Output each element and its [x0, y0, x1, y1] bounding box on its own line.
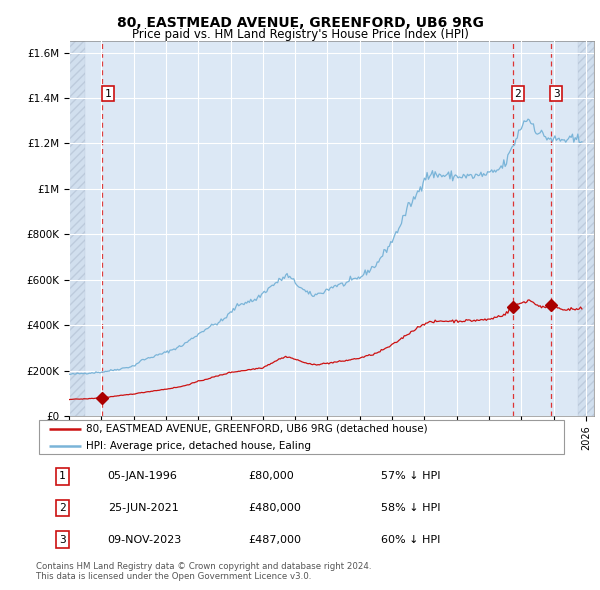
Text: 2: 2 [59, 503, 66, 513]
Text: 57% ↓ HPI: 57% ↓ HPI [381, 471, 440, 481]
Text: £80,000: £80,000 [248, 471, 294, 481]
Text: Price paid vs. HM Land Registry's House Price Index (HPI): Price paid vs. HM Land Registry's House … [131, 28, 469, 41]
Text: 80, EASTMEAD AVENUE, GREENFORD, UB6 9RG: 80, EASTMEAD AVENUE, GREENFORD, UB6 9RG [116, 16, 484, 30]
Text: £480,000: £480,000 [248, 503, 301, 513]
Text: 1: 1 [59, 471, 66, 481]
Text: 1: 1 [105, 88, 112, 99]
Text: 80, EASTMEAD AVENUE, GREENFORD, UB6 9RG (detached house): 80, EASTMEAD AVENUE, GREENFORD, UB6 9RG … [86, 424, 428, 434]
Text: £487,000: £487,000 [248, 535, 301, 545]
Text: 05-JAN-1996: 05-JAN-1996 [107, 471, 178, 481]
Text: HPI: Average price, detached house, Ealing: HPI: Average price, detached house, Eali… [86, 441, 311, 451]
Text: 2: 2 [514, 88, 521, 99]
Text: 25-JUN-2021: 25-JUN-2021 [107, 503, 178, 513]
Text: Contains HM Land Registry data © Crown copyright and database right 2024.
This d: Contains HM Land Registry data © Crown c… [36, 562, 371, 581]
Text: 09-NOV-2023: 09-NOV-2023 [107, 535, 182, 545]
Text: 60% ↓ HPI: 60% ↓ HPI [381, 535, 440, 545]
Text: 3: 3 [59, 535, 66, 545]
Bar [578, 41, 594, 416]
Text: 58% ↓ HPI: 58% ↓ HPI [381, 503, 440, 513]
Text: 3: 3 [553, 88, 560, 99]
FancyBboxPatch shape [38, 420, 565, 454]
Bar [69, 41, 85, 416]
